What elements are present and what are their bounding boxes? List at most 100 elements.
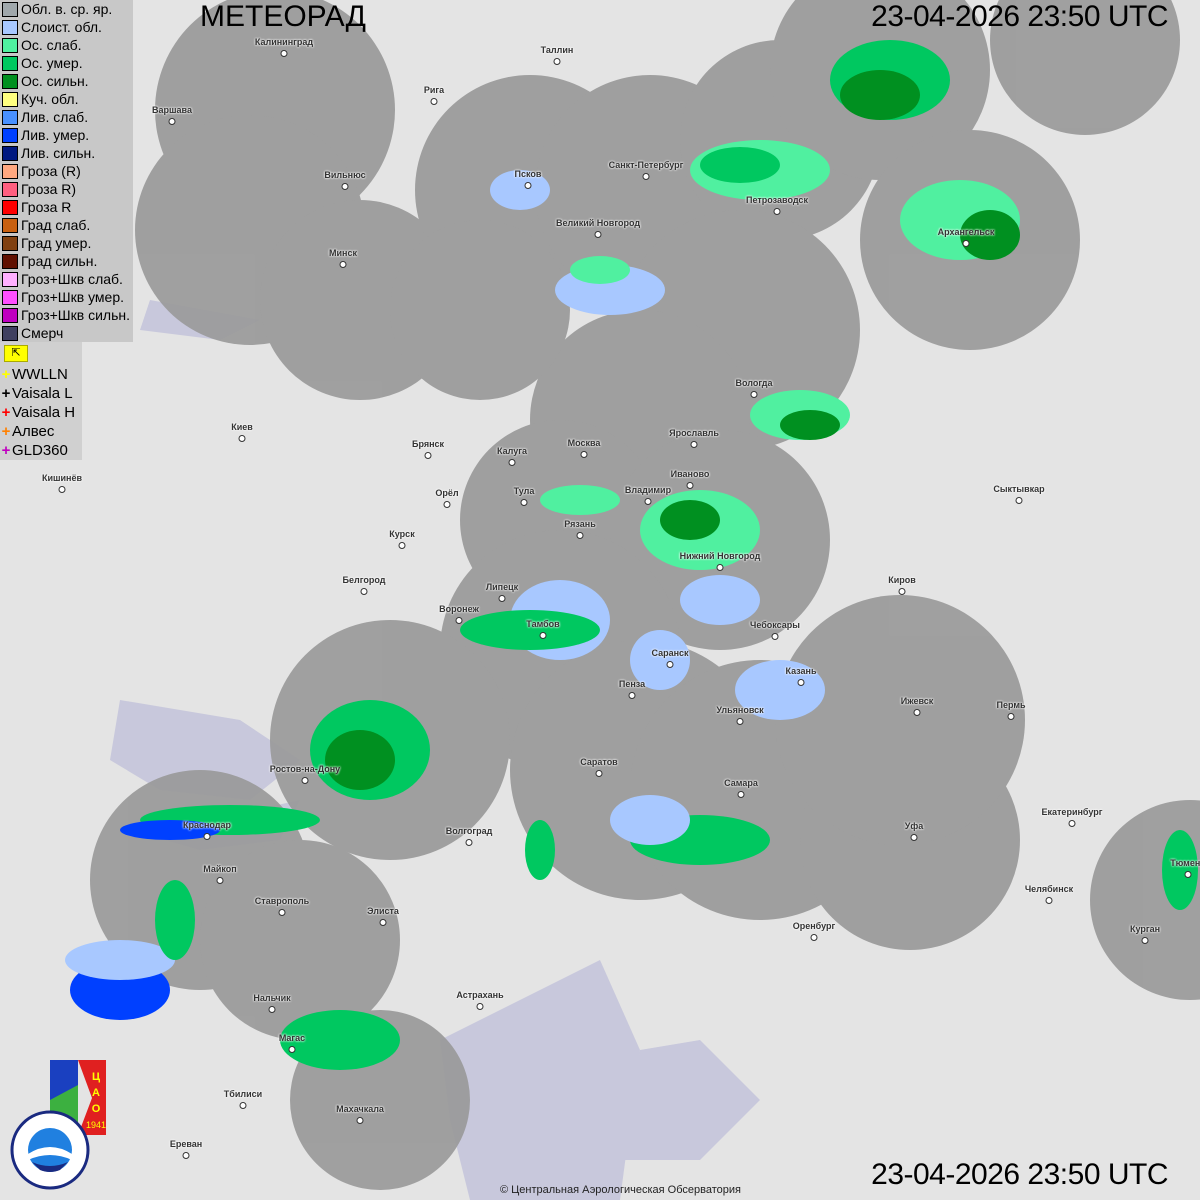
legend-item: Град умер.: [0, 234, 133, 252]
precip-area: [490, 170, 550, 210]
city-label: Калуга: [497, 446, 527, 456]
lightning-source-label: GLD360: [12, 442, 68, 459]
city-label: Тюмень: [1170, 858, 1200, 868]
legend-label: Гроз+Шкв слаб.: [21, 271, 123, 287]
precip-area: [630, 630, 690, 690]
legend-item: Ос. сильн.: [0, 72, 133, 90]
legend-swatch: [2, 109, 18, 125]
legend-item: Смерч: [0, 324, 133, 342]
lightning-source-item: + Алвес: [0, 422, 82, 441]
precip-area: [700, 147, 780, 183]
city-label: Чебоксары: [750, 620, 800, 630]
legend-item: Куч. обл.: [0, 90, 133, 108]
precip-area: [660, 500, 720, 540]
city-label: Тбилиси: [223, 1089, 263, 1099]
lightning-source-item: + WWLLN: [0, 365, 82, 384]
legend-swatch: [2, 1, 18, 17]
legend-swatch: [2, 73, 18, 89]
legend-item: Гроза R): [0, 180, 133, 198]
legend-label: Ос. слаб.: [21, 37, 82, 53]
legend-item: Обл. в. ср. яр.: [0, 0, 133, 18]
city-label: Оренбург: [792, 921, 836, 931]
city-marker-icon: [443, 501, 451, 508]
legend-label: Куч. обл.: [21, 91, 79, 107]
city-marker-icon: [58, 486, 66, 493]
legend-label: Ос. умер.: [21, 55, 83, 71]
city-label: Таллин: [540, 45, 574, 55]
lightning-source-label: WWLLN: [12, 366, 68, 383]
roshydromet-logo: [10, 1110, 90, 1190]
city-marker-icon: [773, 208, 781, 215]
precip-area: [680, 575, 760, 625]
legend-swatch: [2, 19, 18, 35]
legend-item: Гроза R: [0, 198, 133, 216]
city-label: Нальчик: [253, 993, 291, 1003]
precip-area: [840, 70, 920, 120]
city-marker-icon: [341, 183, 349, 190]
lightning-source-item: + Vaisala L: [0, 384, 82, 403]
city-label: Великий Новгород: [555, 218, 641, 228]
city-marker-icon: [508, 459, 516, 466]
city-label: Ижевск: [900, 696, 934, 706]
legend-item: Град слаб.: [0, 216, 133, 234]
city-label: Липецк: [485, 582, 519, 592]
city-marker-icon: [1184, 871, 1192, 878]
precip-area: [540, 485, 620, 515]
radar-circle: [390, 220, 570, 400]
city-marker-icon: [301, 777, 309, 784]
legend-swatch: [2, 37, 18, 53]
precipitation: [65, 40, 1198, 1070]
city-label: Ереван: [169, 1139, 203, 1149]
legend-label: Гроза R): [21, 181, 77, 197]
legend-swatch: [2, 163, 18, 179]
lightning-source-label: Алвес: [12, 423, 55, 440]
city-marker-icon: [750, 391, 758, 398]
city-label: Тамбов: [526, 619, 560, 629]
city-marker-icon: [280, 50, 288, 57]
city-marker-icon: [810, 934, 818, 941]
city-marker-icon: [424, 452, 432, 459]
city-label: Рига: [423, 85, 445, 95]
legend-item: Гроз+Шкв слаб.: [0, 270, 133, 288]
city-label: Краснодар: [182, 820, 232, 830]
city-marker-icon: [498, 595, 506, 602]
city-marker-icon: [168, 118, 176, 125]
city-label: Санкт-Петербург: [608, 160, 684, 170]
precip-area: [460, 610, 600, 650]
legend-label: Град слаб.: [21, 217, 91, 233]
city-label: Петрозаводск: [746, 195, 808, 205]
precip-area: [525, 820, 555, 880]
lightning-toggle-icon[interactable]: ⇱: [4, 345, 28, 362]
city-label: Магас: [278, 1033, 306, 1043]
city-marker-icon: [686, 482, 694, 489]
precip-area: [155, 880, 195, 960]
city-label: Ростов-на-Дону: [269, 764, 341, 774]
city-marker-icon: [962, 240, 970, 247]
city-label: Вильнюс: [324, 170, 366, 180]
city-marker-icon: [216, 877, 224, 884]
city-marker-icon: [716, 564, 724, 571]
city-marker-icon: [288, 1046, 296, 1053]
city-marker-icon: [465, 839, 473, 846]
precip-area: [735, 660, 825, 720]
city-marker-icon: [771, 633, 779, 640]
city-label: Казань: [785, 666, 817, 676]
city-label: Калининград: [254, 37, 314, 47]
lightning-cross-icon: +: [1, 423, 11, 440]
timestamp-bottom: 23-04-2026 23:50 UTC: [871, 1158, 1168, 1191]
radar-circle: [990, 0, 1180, 135]
precip-area: [780, 410, 840, 440]
city-label: Кишинёв: [41, 473, 83, 483]
legend-item: Лив. слаб.: [0, 108, 133, 126]
city-marker-icon: [797, 679, 805, 686]
legend-label: Лив. слаб.: [21, 109, 89, 125]
city-marker-icon: [910, 834, 918, 841]
city-marker-icon: [644, 498, 652, 505]
city-label: Курск: [389, 529, 415, 539]
precip-area: [325, 730, 395, 790]
lightning-cross-icon: +: [1, 442, 11, 459]
legend-label: Смерч: [21, 325, 64, 341]
city-label: Варшава: [152, 105, 192, 115]
city-marker-icon: [520, 499, 528, 506]
